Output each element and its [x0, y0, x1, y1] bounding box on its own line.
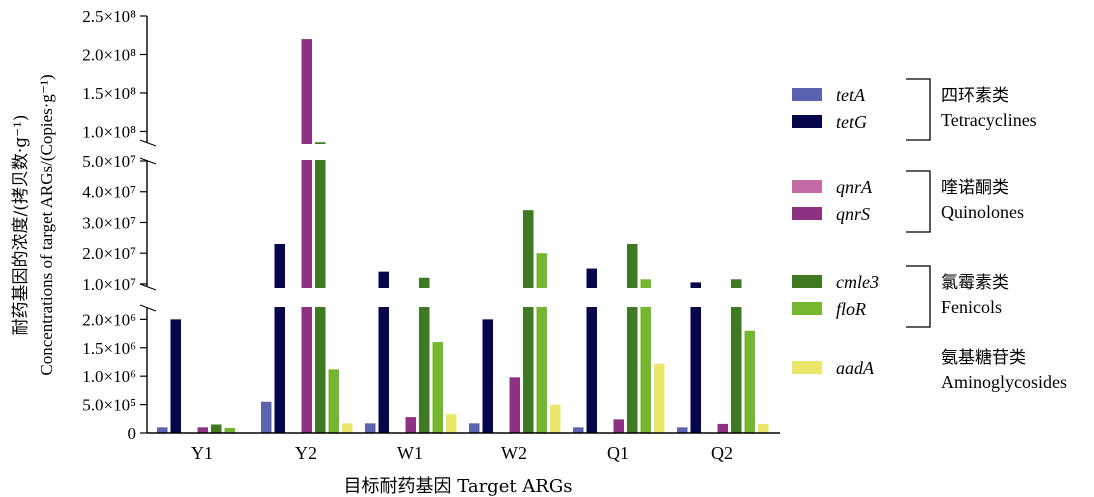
legend-label-tetA: tetA	[836, 85, 866, 105]
bar-floR-Q2	[744, 330, 755, 433]
bar-tetG-Y2	[274, 243, 285, 433]
x-axis-title: 目标耐药基因 Target ARGs	[344, 476, 573, 497]
legend-swatch-qnrA	[792, 180, 822, 193]
break-marker	[139, 304, 157, 312]
legend-group-en: Quinolones	[941, 202, 1024, 222]
bar-floR-Y1	[224, 427, 235, 433]
x-tick-label: W1	[397, 443, 423, 463]
legend-group-en: Fenicols	[941, 297, 1002, 317]
bar-tetA-Y2	[261, 401, 272, 433]
legend-swatch-tetG	[792, 115, 822, 128]
bar-tetG-Y1	[170, 319, 181, 433]
legend-group-en: Aminoglycosides	[941, 372, 1067, 392]
y-tick-label: 1.0×10⁸	[82, 122, 136, 141]
bar-aadA-Q1	[654, 363, 665, 433]
bar-floR-W1	[432, 342, 443, 433]
break-marker	[139, 139, 157, 147]
legend-group-cn: 氨基糖苷类	[941, 348, 1026, 368]
bar-floR-Q1	[640, 279, 651, 433]
x-tick-label: Y2	[295, 443, 317, 463]
bar-cmle3-Q1	[627, 243, 638, 433]
y-tick-label: 1.0×10⁷	[82, 275, 136, 294]
legend: tetA tetG 四环素类 Tetracyclines qnrA qnrS 喹诺酮类 Qui…	[792, 78, 1067, 392]
legend-group-cn: 四环素类	[941, 86, 1009, 106]
x-tick-label: Q2	[711, 443, 733, 463]
bar-aadA-W2	[550, 404, 561, 433]
bar-aadA-Y2	[342, 423, 353, 433]
legend-swatch-qnrS	[792, 207, 822, 220]
y-tick-label: 4.0×10⁷	[82, 183, 136, 202]
x-tick-label: W2	[501, 443, 527, 463]
legend-bracket	[906, 265, 931, 328]
bar-qnrS-Q1	[613, 419, 624, 433]
bar-qnrS-Y2	[301, 39, 312, 433]
legend-bracket	[906, 170, 931, 233]
bar-tetA-Q1	[573, 427, 584, 433]
legend-label-tetG: tetG	[836, 112, 867, 132]
legend-swatch-cmle3	[792, 275, 822, 288]
break-marker	[139, 157, 157, 165]
bar-floR-W2	[536, 253, 547, 433]
bar-cmle3-W2	[523, 210, 534, 433]
y-tick-label: 2.0×10⁶	[82, 310, 136, 329]
bar-qnrS-W2	[509, 377, 520, 433]
y-tick-label: 0	[128, 424, 137, 443]
bar-tetG-Q2	[690, 282, 701, 433]
bar-tetA-W2	[469, 423, 480, 433]
bar-qnrS-W1	[405, 417, 416, 433]
bar-tetG-W1	[378, 271, 389, 433]
y-tick-label: 1.5×10⁶	[82, 339, 136, 358]
legend-label-aadA: aadA	[836, 358, 875, 378]
y-tick-label: 5.0×10⁵	[82, 396, 136, 415]
legend-swatch-tetA	[792, 88, 822, 101]
y-tick-label: 2.0×10⁸	[82, 45, 136, 64]
y-axis-title-en: Concentrations of target ARGs/(Copies·g⁻…	[37, 74, 56, 375]
bar-tetA-Y1	[157, 427, 168, 433]
bar-tetA-Q2	[677, 427, 688, 433]
legend-label-qnrS: qnrS	[836, 204, 870, 224]
legend-swatch-aadA	[792, 361, 822, 374]
y-tick-label: 2.5×10⁸	[82, 7, 136, 26]
bar-cmle3-Y1	[211, 424, 222, 433]
axis-break-gap	[150, 288, 770, 307]
bar-qnrS-Y1	[197, 427, 208, 433]
axis-break-gap	[150, 144, 770, 160]
bar-aadA-Q2	[758, 423, 769, 433]
legend-swatch-floR	[792, 302, 822, 315]
bar-qnrS-Q2	[717, 423, 728, 433]
bar-aadA-W1	[446, 414, 457, 433]
break-marker	[139, 283, 157, 291]
bar-cmle3-Q2	[731, 279, 742, 433]
bar-tetG-Q1	[586, 268, 597, 433]
legend-group-en: Tetracyclines	[941, 110, 1037, 130]
axes-layer: Y1 Y2 W1 W2 Q1 Q2 0 5.0×10⁵ 1.0×10⁶ 1.5×10⁶ 2.0×10…	[82, 7, 780, 463]
legend-bracket	[906, 78, 931, 141]
y-tick-label: 2.0×10⁷	[82, 244, 136, 263]
bar-tetG-W2	[482, 319, 493, 433]
bar-cmle3-W1	[419, 277, 430, 433]
legend-label-floR: floR	[836, 299, 866, 319]
legend-label-cmle3: cmle3	[836, 272, 879, 292]
x-tick-label: Y1	[191, 443, 213, 463]
bar-tetA-W1	[365, 423, 376, 433]
legend-label-qnrA: qnrA	[836, 177, 873, 197]
legend-group-cn: 喹诺酮类	[941, 178, 1009, 198]
y-tick-label: 1.0×10⁶	[82, 367, 136, 386]
y-axis-title-cn: 耐药基因的浓度/(拷贝数·g⁻¹)	[11, 114, 31, 335]
bar-cmle3-Y2	[315, 142, 326, 434]
y-tick-label: 1.5×10⁸	[82, 84, 136, 103]
bar-floR-Y2	[328, 369, 339, 433]
bars-layer	[150, 39, 770, 434]
y-tick-label: 3.0×10⁷	[82, 213, 136, 232]
legend-group-cn: 氯霉素类	[941, 273, 1009, 293]
x-tick-label: Q1	[607, 443, 629, 463]
y-tick-label: 5.0×10⁷	[82, 152, 136, 171]
